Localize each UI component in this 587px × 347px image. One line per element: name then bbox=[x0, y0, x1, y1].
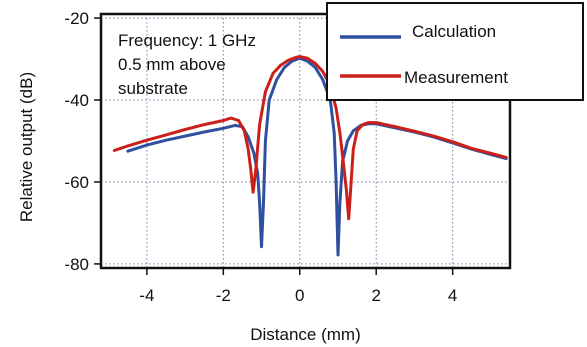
annotation: Frequency: 1 GHz 0.5 mm above substrate bbox=[118, 31, 256, 98]
y-tick-label: -20 bbox=[64, 9, 89, 28]
x-axis-title: Distance (mm) bbox=[250, 325, 361, 344]
x-tick-label: -4 bbox=[139, 286, 154, 305]
x-tick-label: 2 bbox=[371, 286, 380, 305]
legend-box bbox=[326, 2, 584, 101]
x-tick-label: 4 bbox=[448, 286, 457, 305]
series-line-measurement bbox=[112, 55, 508, 221]
x-tick-label: -2 bbox=[216, 286, 231, 305]
y-tick-label: -60 bbox=[64, 173, 89, 192]
legend-label-calculation: Calculation bbox=[412, 22, 496, 41]
y-axis-title: Relative output (dB) bbox=[17, 72, 36, 222]
legend: Calculation Measurement bbox=[326, 2, 584, 101]
tick-labels: -4 -2 0 2 4-20-40-60-80 bbox=[64, 9, 457, 305]
y-tick-label: -80 bbox=[64, 255, 89, 274]
annotation-line: Frequency: 1 GHz bbox=[118, 31, 256, 50]
legend-label-measurement: Measurement bbox=[404, 68, 508, 87]
x-tick-label: 0 bbox=[295, 286, 304, 305]
series-lines bbox=[112, 55, 508, 257]
y-tick-label: -40 bbox=[64, 91, 89, 110]
axis-ticks bbox=[94, 17, 454, 275]
annotation-line: 0.5 mm above bbox=[118, 55, 226, 74]
annotation-line: substrate bbox=[118, 79, 188, 98]
plot-frame bbox=[99, 12, 512, 270]
